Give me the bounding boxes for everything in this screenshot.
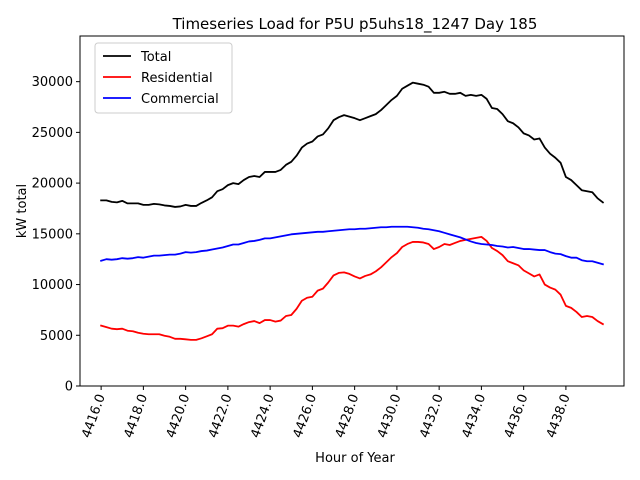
y-tick-label: 25000 — [32, 126, 73, 141]
y-tick-label: 20000 — [32, 177, 73, 192]
y-axis-label: kW total — [15, 184, 30, 238]
legend: Total Residential Commercial — [94, 42, 233, 114]
series-layer — [100, 81, 605, 341]
axes-frame — [79, 35, 625, 387]
series-line-residential — [100, 235, 605, 341]
chart-title: Timeseries Load for P5U p5uhs18_1247 Day… — [172, 15, 538, 34]
legend-box — [94, 42, 233, 114]
legend-label-total: Total — [140, 50, 171, 65]
y-tick-label: 30000 — [32, 75, 73, 90]
y-tick-label: 0 — [65, 380, 73, 395]
series-line-total — [100, 81, 605, 208]
legend-label-residential: Residential — [141, 71, 213, 86]
y-tick-label: 10000 — [32, 278, 73, 293]
series-line-commercial — [100, 225, 604, 266]
y-tick-label: 15000 — [32, 227, 73, 242]
y-tick-label: 5000 — [40, 329, 73, 344]
y-axis: 0 5000 10000 15000 20000 25000 30000 — [32, 75, 80, 395]
x-axis-label: Hour of Year — [315, 451, 395, 466]
legend-label-commercial: Commercial — [141, 92, 219, 107]
